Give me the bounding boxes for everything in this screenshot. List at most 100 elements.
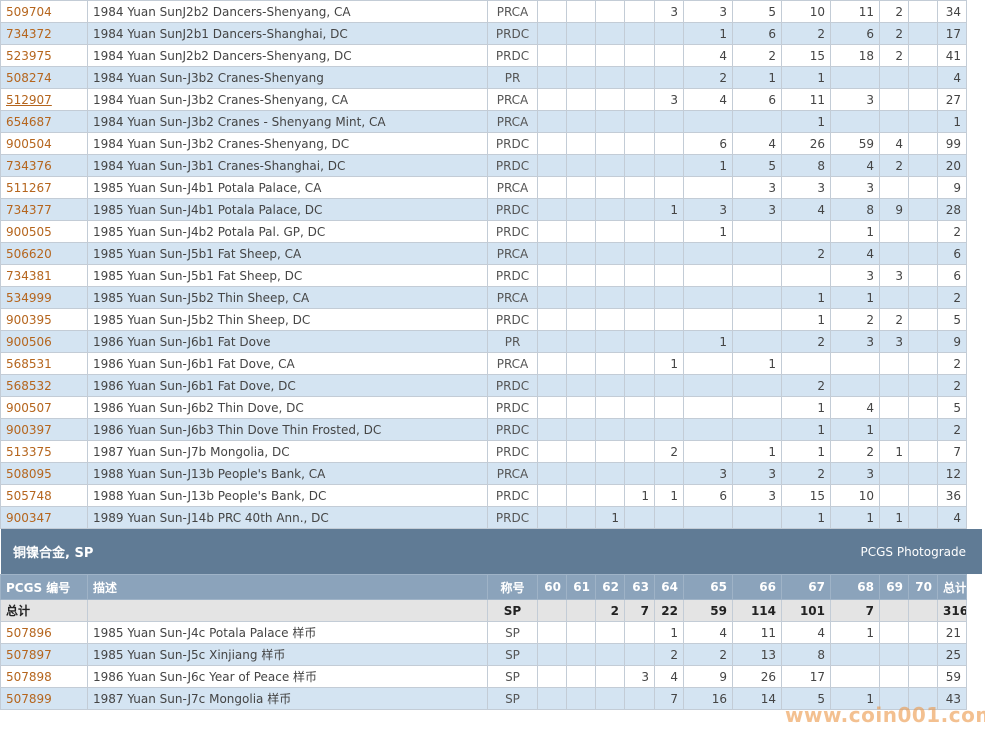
pcgs-number-link[interactable]: 900506: [6, 334, 52, 349]
pcgs-number-link[interactable]: 512907: [6, 92, 52, 107]
grade-count-63: 3: [624, 665, 655, 688]
row-total: 9: [937, 176, 967, 199]
grade-count-70: [908, 506, 938, 529]
pcgs-number-link[interactable]: 506620: [6, 246, 52, 261]
grade-count-67: 3: [781, 176, 831, 199]
grade-count-70: [908, 242, 938, 265]
grade-count-60: [537, 44, 567, 67]
grade-count-66: 3: [732, 484, 782, 507]
pcgs-number-link[interactable]: 900507: [6, 400, 52, 415]
coin-description: 1986 Yuan Sun-J6b1 Fat Dove, DC: [87, 374, 488, 397]
row-total: 41: [937, 44, 967, 67]
header-grade-68: 68: [830, 574, 880, 600]
pcgs-number-link[interactable]: 523975: [6, 48, 52, 63]
grade-count-64: [654, 418, 684, 441]
grade-count-62: [595, 176, 625, 199]
grade-count-67: 2: [781, 242, 831, 265]
pcgs-number-cell: 734372: [0, 22, 88, 45]
grade-count-63: [624, 66, 655, 89]
pcgs-number-link[interactable]: 509704: [6, 4, 52, 19]
pcgs-number-link[interactable]: 734381: [6, 268, 52, 283]
pcgs-number-link[interactable]: 505748: [6, 488, 52, 503]
pcgs-number-link[interactable]: 511267: [6, 180, 52, 195]
table-row: 512907 1984 Yuan Sun-J3b2 Cranes-Shenyang…: [0, 88, 985, 111]
row-total: 25: [937, 643, 967, 666]
coin-description: 1987 Yuan Sun-J7b Mongolia, DC: [87, 440, 488, 463]
pcgs-number-cell: 900397: [0, 418, 88, 441]
table-row: 509704 1984 Yuan SunJ2b2 Dancers-Shenyang…: [0, 0, 985, 23]
table-row: 900507 1986 Yuan Sun-J6b2 Thin Dove, DC PR…: [0, 396, 985, 419]
grade-count-70: [908, 352, 938, 375]
grade-count-70: [908, 374, 938, 397]
designation-cell: PRCA: [487, 462, 538, 485]
grade-count-62: [595, 308, 625, 331]
pcgs-number-link[interactable]: 513375: [6, 444, 52, 459]
pcgs-number-link[interactable]: 900397: [6, 422, 52, 437]
grade-count-68: 1: [830, 220, 880, 243]
grade-count-67: 1: [781, 440, 831, 463]
grade-count-61: [566, 665, 596, 688]
pcgs-number-link[interactable]: 734372: [6, 26, 52, 41]
grade-count-65: [683, 396, 733, 419]
grade-count-61: [566, 621, 596, 644]
grade-count-62: [595, 44, 625, 67]
pcgs-number-link[interactable]: 534999: [6, 290, 52, 305]
grade-count-69: [879, 462, 909, 485]
grade-count-64: [654, 220, 684, 243]
pcgs-number-cell: 513375: [0, 440, 88, 463]
grade-count-64: [654, 110, 684, 133]
pcgs-number-link[interactable]: 507896: [6, 625, 52, 640]
grade-count-69: 1: [879, 440, 909, 463]
grade-count-60: [537, 374, 567, 397]
grade-count-63: [624, 621, 655, 644]
pcgs-number-link[interactable]: 568532: [6, 378, 52, 393]
pcgs-number-link[interactable]: 734376: [6, 158, 52, 173]
pcgs-number-link[interactable]: 508274: [6, 70, 52, 85]
pcgs-number-link[interactable]: 734377: [6, 202, 52, 217]
grade-count-64: [654, 66, 684, 89]
grade-count-67: 2: [781, 22, 831, 45]
grade-count-64: [654, 264, 684, 287]
grade-count-64: [654, 506, 684, 529]
pcgs-number-link[interactable]: 507897: [6, 647, 52, 662]
coin-description: 1986 Yuan Sun-J6b1 Fat Dove: [87, 330, 488, 353]
pcgs-number-link[interactable]: 654687: [6, 114, 52, 129]
grade-count-61: [566, 687, 596, 710]
pcgs-number-link[interactable]: 900505: [6, 224, 52, 239]
table-row: 508095 1988 Yuan Sun-J13b People's Bank, …: [0, 462, 985, 485]
row-total: 2: [937, 286, 967, 309]
grade-count-60: [537, 506, 567, 529]
grade-count-68: 1: [830, 506, 880, 529]
pcgs-number-link[interactable]: 568531: [6, 356, 52, 371]
grade-count-61: [566, 484, 596, 507]
coin-description: 1986 Yuan Sun-J6b2 Thin Dove, DC: [87, 396, 488, 419]
grade-count-69: [879, 665, 909, 688]
coin-description: 1984 Yuan Sun-J3b1 Cranes-Shanghai, DC: [87, 154, 488, 177]
total-label: 总计: [0, 599, 88, 622]
grade-count-66: [732, 308, 782, 331]
grade-count-69: 2: [879, 22, 909, 45]
grade-count-60: [537, 242, 567, 265]
pcgs-number-cell: 568532: [0, 374, 88, 397]
pcgs-number-link[interactable]: 900395: [6, 312, 52, 327]
grade-count-64: [654, 44, 684, 67]
grade-count-70: [908, 22, 938, 45]
pcgs-number-link[interactable]: 900504: [6, 136, 52, 151]
photograde-label[interactable]: PCGS Photograde: [860, 544, 966, 559]
grade-count-65: [683, 308, 733, 331]
pcgs-number-link[interactable]: 900347: [6, 510, 52, 525]
coin-description: 1985 Yuan Sun-J4b1 Potala Palace, CA: [87, 176, 488, 199]
pcgs-number-link[interactable]: 507898: [6, 669, 52, 684]
pcgs-number-cell: 734376: [0, 154, 88, 177]
pcgs-number-link[interactable]: 508095: [6, 466, 52, 481]
coin-description: 1985 Yuan Sun-J5b1 Fat Sheep, DC: [87, 264, 488, 287]
coin-description: 1984 Yuan Sun-J3b2 Cranes-Shenyang, CA: [87, 88, 488, 111]
grade-count-62: [595, 110, 625, 133]
pcgs-number-link[interactable]: 507899: [6, 691, 52, 706]
row-total: 7: [937, 440, 967, 463]
grade-count-69: 2: [879, 308, 909, 331]
pcgs-number-cell: 568531: [0, 352, 88, 375]
grade-count-63: [624, 0, 655, 23]
grade-count-66: [732, 396, 782, 419]
pcgs-number-cell: 511267: [0, 176, 88, 199]
